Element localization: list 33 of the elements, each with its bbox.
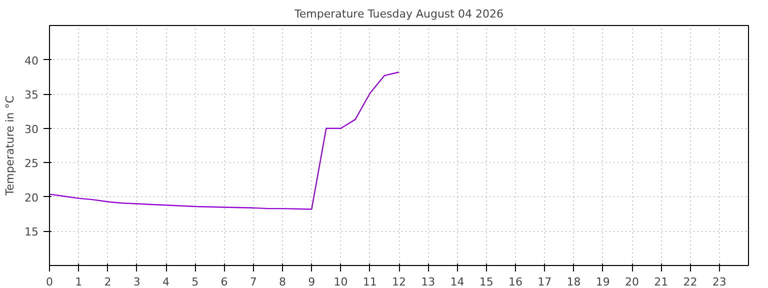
- x-tick-label: 17: [538, 276, 552, 288]
- x-tick-label: 19: [596, 276, 610, 288]
- x-tick-label: 0: [46, 276, 53, 288]
- y-tick-label: 15: [24, 226, 39, 239]
- x-tick-label: 13: [421, 276, 436, 288]
- x-tick-label: 2: [104, 276, 112, 288]
- x-tick-label: 12: [392, 276, 406, 288]
- x-tick-label: 8: [279, 276, 286, 288]
- x-tick-label: 3: [133, 276, 140, 288]
- y-tick-label: 20: [24, 191, 39, 204]
- x-tick-label: 1: [75, 276, 82, 288]
- x-tick-label: 15: [479, 276, 494, 288]
- y-tick-label: 40: [24, 54, 39, 68]
- x-tick-label: 4: [162, 276, 170, 288]
- x-tick-label: 16: [508, 276, 522, 288]
- x-tick-label: 18: [566, 276, 581, 288]
- y-tick-label: 25: [24, 157, 39, 170]
- x-tick-label: 14: [450, 276, 464, 288]
- x-tick-label: 11: [362, 276, 377, 288]
- x-tick-label: 20: [625, 276, 639, 288]
- x-tick-label: 22: [683, 276, 698, 288]
- y-tick-label: 30: [24, 122, 39, 136]
- x-tick-label: 6: [220, 276, 228, 288]
- y-tick-label: 35: [24, 88, 39, 102]
- x-tick-label: 9: [308, 276, 316, 288]
- chart-title: Temperature Tuesday August 04 2026: [294, 8, 504, 20]
- line-series: [50, 72, 400, 210]
- y-axis-title: Temperature in °C: [4, 95, 17, 196]
- x-tick-label: 5: [192, 276, 199, 288]
- x-tick-label: 21: [654, 276, 668, 288]
- x-tick-label: 7: [250, 276, 257, 288]
- x-tick-label: 23: [712, 276, 726, 288]
- x-tick-label: 10: [334, 276, 348, 288]
